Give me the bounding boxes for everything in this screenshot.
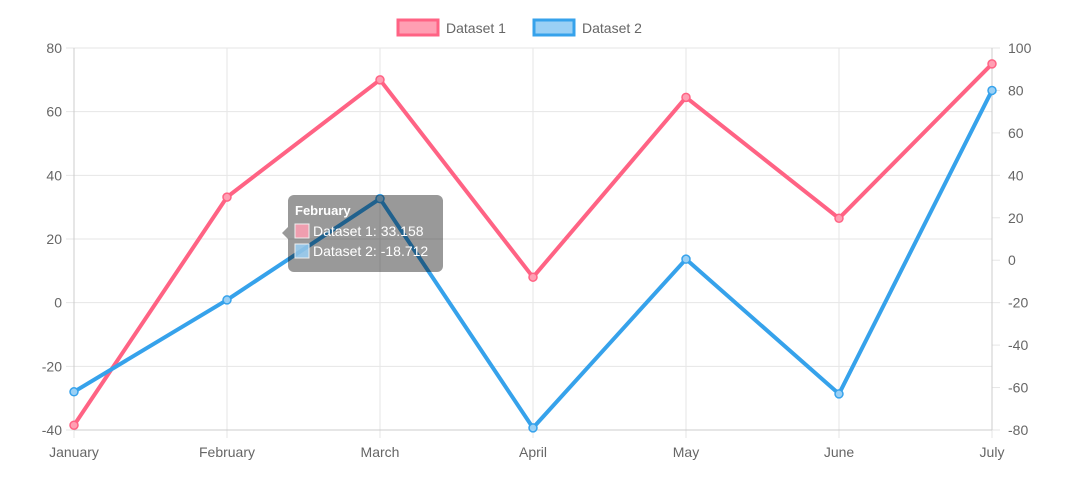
y-right-tick-label: -60 — [1008, 380, 1028, 396]
legend-swatch — [396, 18, 440, 37]
series-points — [69, 59, 997, 433]
y-left-tick-label: 0 — [54, 295, 62, 311]
y-left-tick-label: 20 — [46, 231, 62, 247]
legend-label: Dataset 2 — [582, 20, 642, 36]
tooltip-swatch — [294, 223, 310, 239]
y-left-tick-label: 80 — [46, 40, 62, 56]
series-2-point — [987, 85, 997, 96]
legend-swatch — [532, 18, 576, 37]
y-left-tick-label: 60 — [46, 104, 62, 120]
tooltip-box — [288, 195, 443, 272]
x-tick-label: June — [824, 444, 855, 460]
legend: Dataset 1 Dataset 2 — [396, 18, 642, 37]
y-right-tick-label: 40 — [1008, 167, 1024, 183]
y-right-tick-label: -20 — [1008, 295, 1028, 311]
x-tick-label: May — [673, 444, 699, 460]
y-right-tick-label: 60 — [1008, 125, 1024, 141]
series-1-point — [375, 75, 385, 85]
tooltip-line: Dataset 1: 33.158 — [313, 223, 424, 239]
tooltip-caret — [282, 227, 288, 239]
tooltip: February Dataset 1: 33.158 Dataset 2: -18.… — [282, 195, 443, 272]
y-right-tick-label: 20 — [1008, 210, 1024, 226]
series-2-point — [222, 295, 232, 305]
series-2-point — [69, 387, 79, 397]
tooltip-title: February — [295, 203, 351, 218]
tooltip-swatch — [294, 243, 310, 259]
axes: 806040200-20-40100806040200-20-40-60-80J… — [42, 40, 1032, 460]
y-left-tick-label: -20 — [42, 358, 62, 374]
x-tick-label: July — [980, 444, 1005, 460]
series-2-point — [528, 423, 538, 433]
series-2-point — [834, 389, 844, 399]
legend-label: Dataset 1 — [446, 20, 506, 36]
series-1-point — [987, 59, 997, 69]
y-right-tick-label: 100 — [1008, 40, 1032, 56]
series-1-point — [834, 213, 844, 224]
series-2-point — [681, 254, 691, 264]
y-left-tick-label: 40 — [46, 167, 62, 183]
y-right-tick-label: 0 — [1008, 252, 1016, 268]
grid-lines — [66, 47, 1000, 438]
y-right-tick-label: -40 — [1008, 337, 1028, 353]
series-1-point — [69, 420, 79, 430]
y-right-tick-label: 80 — [1008, 82, 1024, 98]
x-tick-label: April — [519, 444, 547, 460]
tooltip-line: Dataset 2: -18.712 — [313, 243, 428, 259]
series-2-point — [375, 193, 385, 204]
x-tick-label: January — [49, 444, 99, 460]
series-1-point — [222, 192, 232, 202]
series-1-point — [528, 272, 538, 282]
x-tick-label: February — [199, 444, 255, 460]
y-right-tick-label: -80 — [1008, 422, 1028, 438]
series-1-point — [681, 92, 691, 103]
x-tick-label: March — [361, 444, 400, 460]
y-left-tick-label: -40 — [42, 422, 62, 438]
